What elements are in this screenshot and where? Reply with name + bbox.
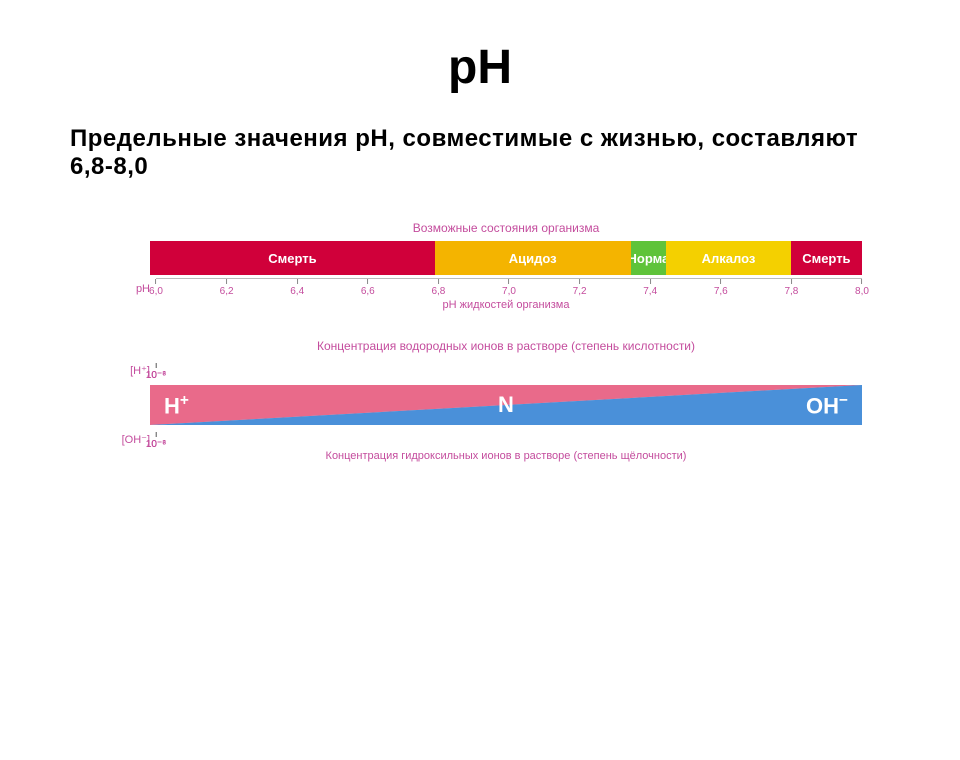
ph-diagram: Возможные состояния организма СмертьАцид… xyxy=(98,221,862,462)
axis-tick: 7,2 xyxy=(573,279,587,297)
axis-tick: 10⁻⁶ xyxy=(146,432,167,450)
oh-ion-caption: Концентрация гидроксильных ионов в раств… xyxy=(150,450,862,462)
axis-tick: 7,4 xyxy=(643,279,657,297)
h-plus-label: H+ xyxy=(164,392,189,419)
subtitle: Предельные значения pH, совместимые с жи… xyxy=(0,125,960,181)
neutral-label: N xyxy=(498,392,514,418)
axis-tick: 6,2 xyxy=(220,279,234,297)
ion-gradient-bar: H+ N OH− xyxy=(150,385,862,425)
h-ion-caption: Концентрация водородных ионов в растворе… xyxy=(150,339,862,353)
axis-tick: 7,0 xyxy=(502,279,516,297)
state-bar: СмертьАцидозНормаАлкалозСмерть xyxy=(150,241,862,275)
axis-tick: 6,8 xyxy=(431,279,445,297)
axis-tick: 7,8 xyxy=(784,279,798,297)
axis-tick: 6,4 xyxy=(290,279,304,297)
axis-tick: 6,6 xyxy=(361,279,375,297)
ph-axis-label: pH xyxy=(98,283,156,295)
axis-tick: 7,6 xyxy=(714,279,728,297)
state-segment: Алкалоз xyxy=(666,241,791,275)
state-segment: Норма xyxy=(631,241,667,275)
state-segment: Ацидоз xyxy=(435,241,631,275)
oh-minus-label: OH− xyxy=(806,392,848,419)
page-title: pH xyxy=(0,40,960,95)
axis-tick: 10⁻⁸ xyxy=(146,363,167,381)
h-ion-axis-row: [H⁺] 10⁻⁶10⁻⁷10⁻⁸ xyxy=(98,359,862,381)
ph-axis: 6,06,26,46,66,87,07,27,47,67,88,0 xyxy=(156,278,862,299)
ph-axis-caption: pH жидкостей организма xyxy=(150,299,862,311)
axis-tick: 6,0 xyxy=(149,279,163,297)
state-segment: Смерть xyxy=(150,241,435,275)
state-bar-caption: Возможные состояния организма xyxy=(150,221,862,235)
oh-ion-axis-row: [OH⁻] 10⁻⁸10⁻⁷10⁻⁶ xyxy=(98,428,862,450)
axis-tick: 8,0 xyxy=(855,279,869,297)
ph-axis-row: pH 6,06,26,46,66,87,07,27,47,67,88,0 xyxy=(98,278,862,299)
state-segment: Смерть xyxy=(791,241,862,275)
